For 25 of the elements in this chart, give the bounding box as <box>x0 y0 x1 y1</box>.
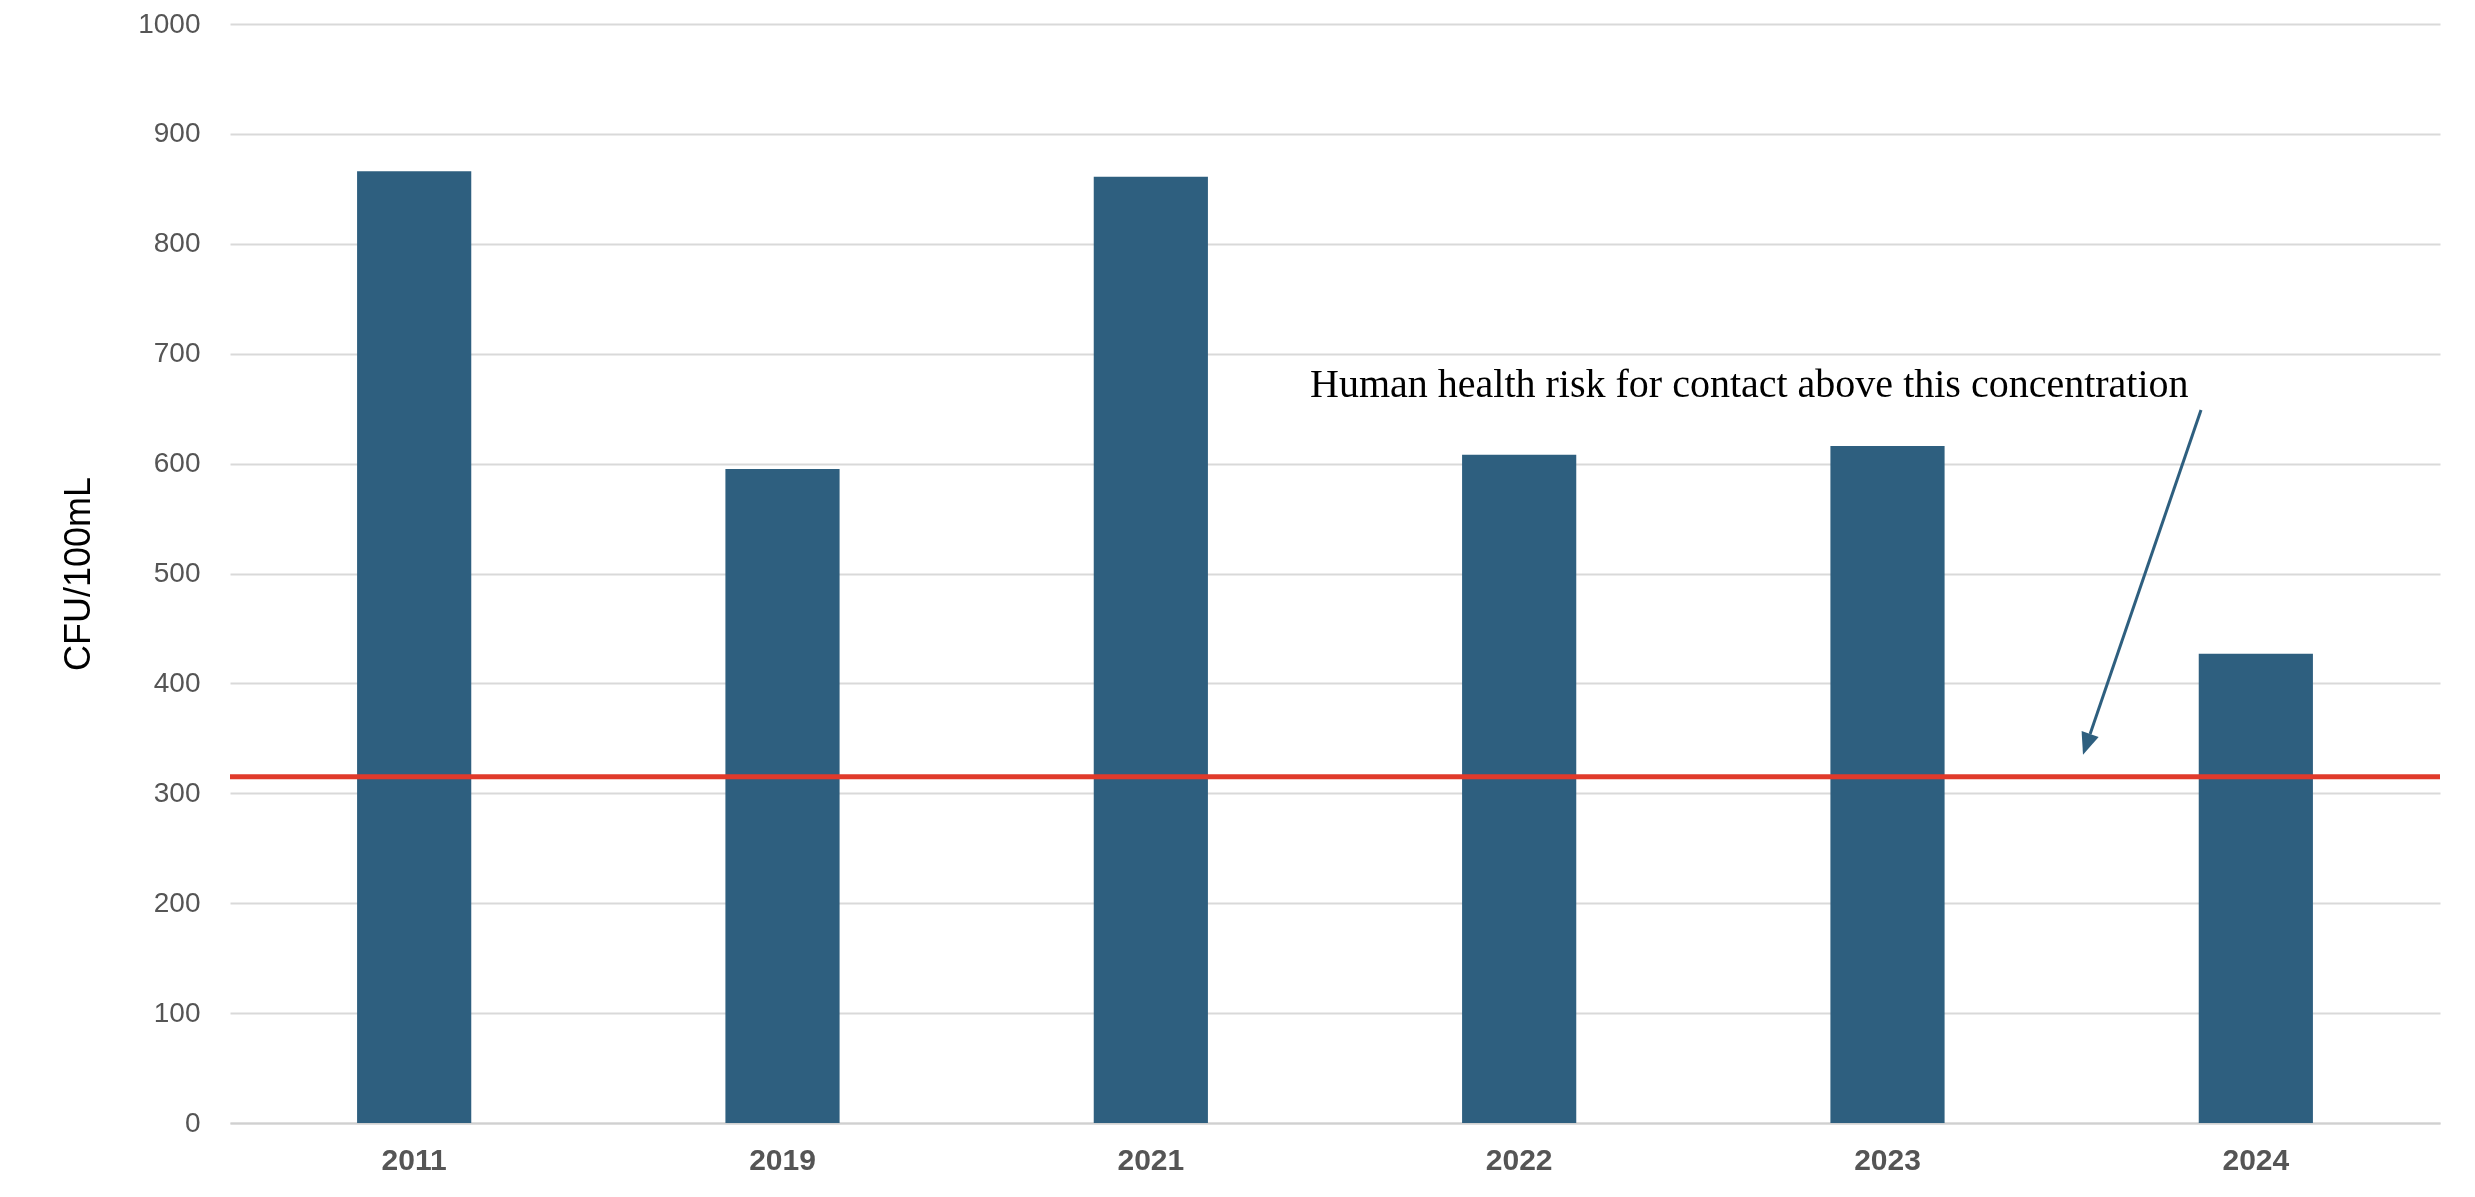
bar <box>725 469 840 1123</box>
y-tick-label: 700 <box>153 337 201 369</box>
bar <box>1830 446 1945 1123</box>
y-tick-label: 100 <box>153 996 201 1028</box>
x-tick-label: 2024 <box>2222 1142 2290 1176</box>
x-tick-label: 2011 <box>381 1142 447 1176</box>
bar <box>1093 176 1208 1123</box>
y-tick-label: 300 <box>153 776 201 808</box>
y-tick-label: 200 <box>153 886 201 918</box>
y-tick-label: 400 <box>153 666 201 698</box>
x-tick-label: 2023 <box>1854 1142 1921 1176</box>
x-tick-label: 2019 <box>749 1142 816 1176</box>
y-tick-label: 0 <box>184 1106 201 1138</box>
y-tick-label: 800 <box>153 227 201 259</box>
y-axis-title: CFU/100mL <box>57 476 99 672</box>
bar <box>1462 454 1577 1123</box>
annotation: Human health risk for contact above this concentration <box>1310 361 2189 406</box>
x-tick-label: 2021 <box>1117 1142 1185 1176</box>
x-tick-label: 2022 <box>1485 1142 1553 1176</box>
bar <box>2198 653 2313 1123</box>
y-tick-label: 600 <box>153 447 201 479</box>
bar <box>357 171 472 1123</box>
y-tick-label: 1000 <box>138 7 201 39</box>
y-tick-label: 900 <box>153 117 201 149</box>
y-tick-label: 500 <box>153 557 201 588</box>
